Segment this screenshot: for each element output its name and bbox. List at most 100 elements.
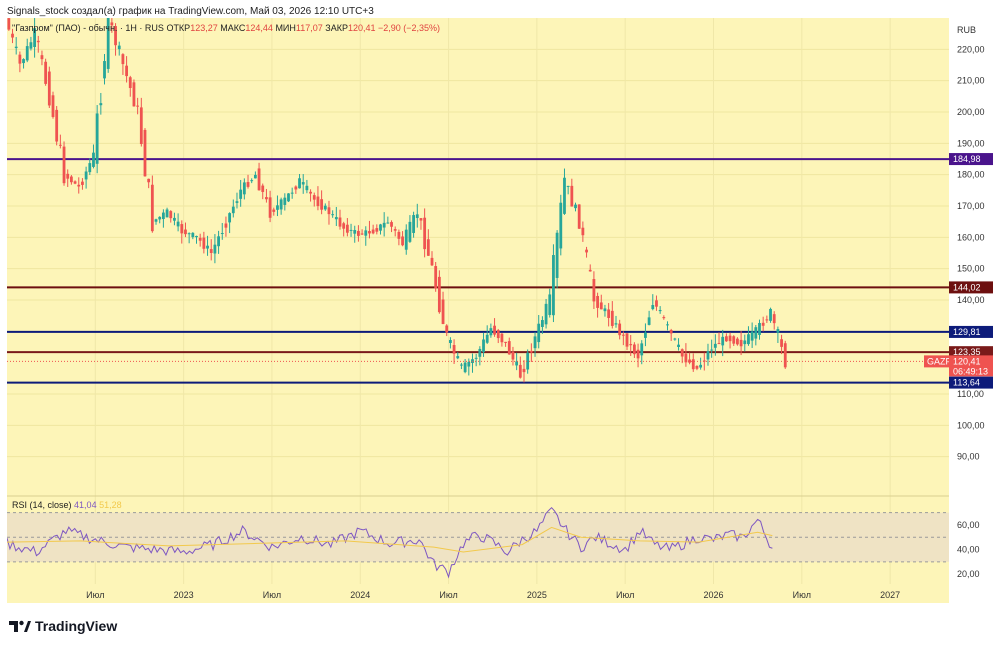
candle-body xyxy=(456,356,460,359)
candle-body xyxy=(386,222,390,224)
candle-body xyxy=(515,361,519,366)
candle-body xyxy=(724,336,728,342)
candle-body xyxy=(614,323,618,325)
candle-body xyxy=(206,245,209,249)
level-tag xyxy=(949,376,993,389)
candle-body xyxy=(507,341,511,355)
candle-body xyxy=(555,232,559,278)
candle-body xyxy=(750,331,754,341)
candle-body xyxy=(169,211,173,219)
candle-body xyxy=(342,223,346,229)
symbol-tag-label: GAZP xyxy=(927,356,949,366)
price-tick-label: 110,00 xyxy=(957,389,984,399)
candle-body xyxy=(644,332,647,338)
candle-body xyxy=(95,113,99,164)
last-price-tag xyxy=(949,355,993,377)
candle-body xyxy=(298,178,301,189)
candle-body xyxy=(198,237,202,241)
candle-body xyxy=(647,317,651,325)
level-tag xyxy=(949,153,993,166)
candle-body xyxy=(739,339,743,347)
candle-body xyxy=(11,33,14,38)
symbol-tag xyxy=(924,355,949,368)
legend-symbol[interactable]: "Газпром" (ПАО) - обычн. · 1H · RUS xyxy=(12,23,164,33)
candle-body xyxy=(114,26,117,46)
candle-body xyxy=(592,279,596,302)
candle-body xyxy=(150,184,154,232)
candle-body xyxy=(184,229,187,235)
candle-body xyxy=(552,255,555,316)
candle-body xyxy=(559,202,563,249)
candle-body xyxy=(504,341,507,343)
candle-body xyxy=(585,249,588,253)
candle-body xyxy=(110,22,114,26)
rsi-line xyxy=(6,506,773,579)
price-chart-svg[interactable]: Июл 2023 Июл 2024 Июл 2025 Июл 2026 Июл 2027 GAZP xyxy=(6,14,952,603)
time-tick-label: 2027 xyxy=(880,590,900,600)
candle-body xyxy=(721,336,725,346)
candle-body xyxy=(408,221,412,242)
candle-body xyxy=(621,334,625,336)
tradingview-wordmark: TradingView xyxy=(35,618,118,634)
candle-body xyxy=(706,350,710,360)
candle-body xyxy=(261,185,265,192)
candle-body xyxy=(379,224,382,231)
candle-body xyxy=(599,302,603,310)
rsi-legend-label[interactable]: RSI (14, close) xyxy=(12,500,72,510)
price-tick-label: 190,00 xyxy=(957,138,985,148)
price-tick-label: 200,00 xyxy=(957,107,985,117)
time-tick-label: Июл xyxy=(616,590,634,600)
candle-body xyxy=(25,46,29,61)
candle-body xyxy=(482,339,485,353)
price-axis[interactable]: 220,00 210,00 200,00 190,00 180,00 170,00 160,… xyxy=(949,18,993,603)
candle-body xyxy=(485,334,489,343)
candle-body xyxy=(276,205,279,210)
candle-body xyxy=(695,365,699,369)
chart-pane[interactable]: Июл 2023 Июл 2024 Июл 2025 Июл 2026 Июл 2027 GAZP xyxy=(6,14,952,603)
candle-body xyxy=(213,244,217,254)
candle-body xyxy=(371,229,375,234)
candle-body xyxy=(287,193,290,202)
time-tick-label: Июл xyxy=(263,590,281,600)
candle-body xyxy=(345,224,349,233)
candle-body xyxy=(673,338,677,340)
candle-body xyxy=(18,54,22,64)
candle-body xyxy=(563,177,566,214)
candle-body xyxy=(117,45,121,50)
level-tag xyxy=(949,346,993,359)
candle-body xyxy=(253,174,257,179)
candle-body xyxy=(139,107,143,145)
candle-body xyxy=(401,236,404,246)
candle-body xyxy=(125,65,128,77)
legend-close-label: ЗАКР xyxy=(325,23,348,33)
currency-label: RUB xyxy=(957,25,976,35)
candle-body xyxy=(195,235,198,238)
price-tick-label: 100,00 xyxy=(957,420,985,430)
level-tag-label: 184,98 xyxy=(953,154,981,164)
candle-body xyxy=(618,323,622,336)
candle-body xyxy=(84,171,88,180)
candle-body xyxy=(121,54,125,65)
legend-open-label: ОТКР xyxy=(166,23,191,33)
candle-body xyxy=(765,319,769,321)
candle-body xyxy=(191,232,195,238)
candle-body xyxy=(437,276,441,313)
candle-body xyxy=(570,185,574,207)
candle-body xyxy=(691,359,695,370)
time-tick-label: 2023 xyxy=(174,590,194,600)
candle-body xyxy=(357,230,360,236)
candle-body xyxy=(294,186,298,190)
candle-body xyxy=(769,308,772,321)
candle-body xyxy=(588,269,592,272)
candle-body xyxy=(154,219,158,222)
tradingview-logo[interactable]: TradingView xyxy=(9,616,117,636)
candle-body xyxy=(246,182,250,187)
candle-body xyxy=(290,192,294,194)
legend-low-label: МИН xyxy=(275,23,296,33)
candle-body xyxy=(772,314,776,324)
rsi-tick-label: 60,00 xyxy=(957,520,980,530)
candle-body xyxy=(132,82,136,107)
price-tick-label: 220,00 xyxy=(957,44,985,54)
candle-body xyxy=(283,197,287,205)
price-axis-svg: 220,00 210,00 200,00 190,00 180,00 170,00 160,… xyxy=(949,25,993,579)
